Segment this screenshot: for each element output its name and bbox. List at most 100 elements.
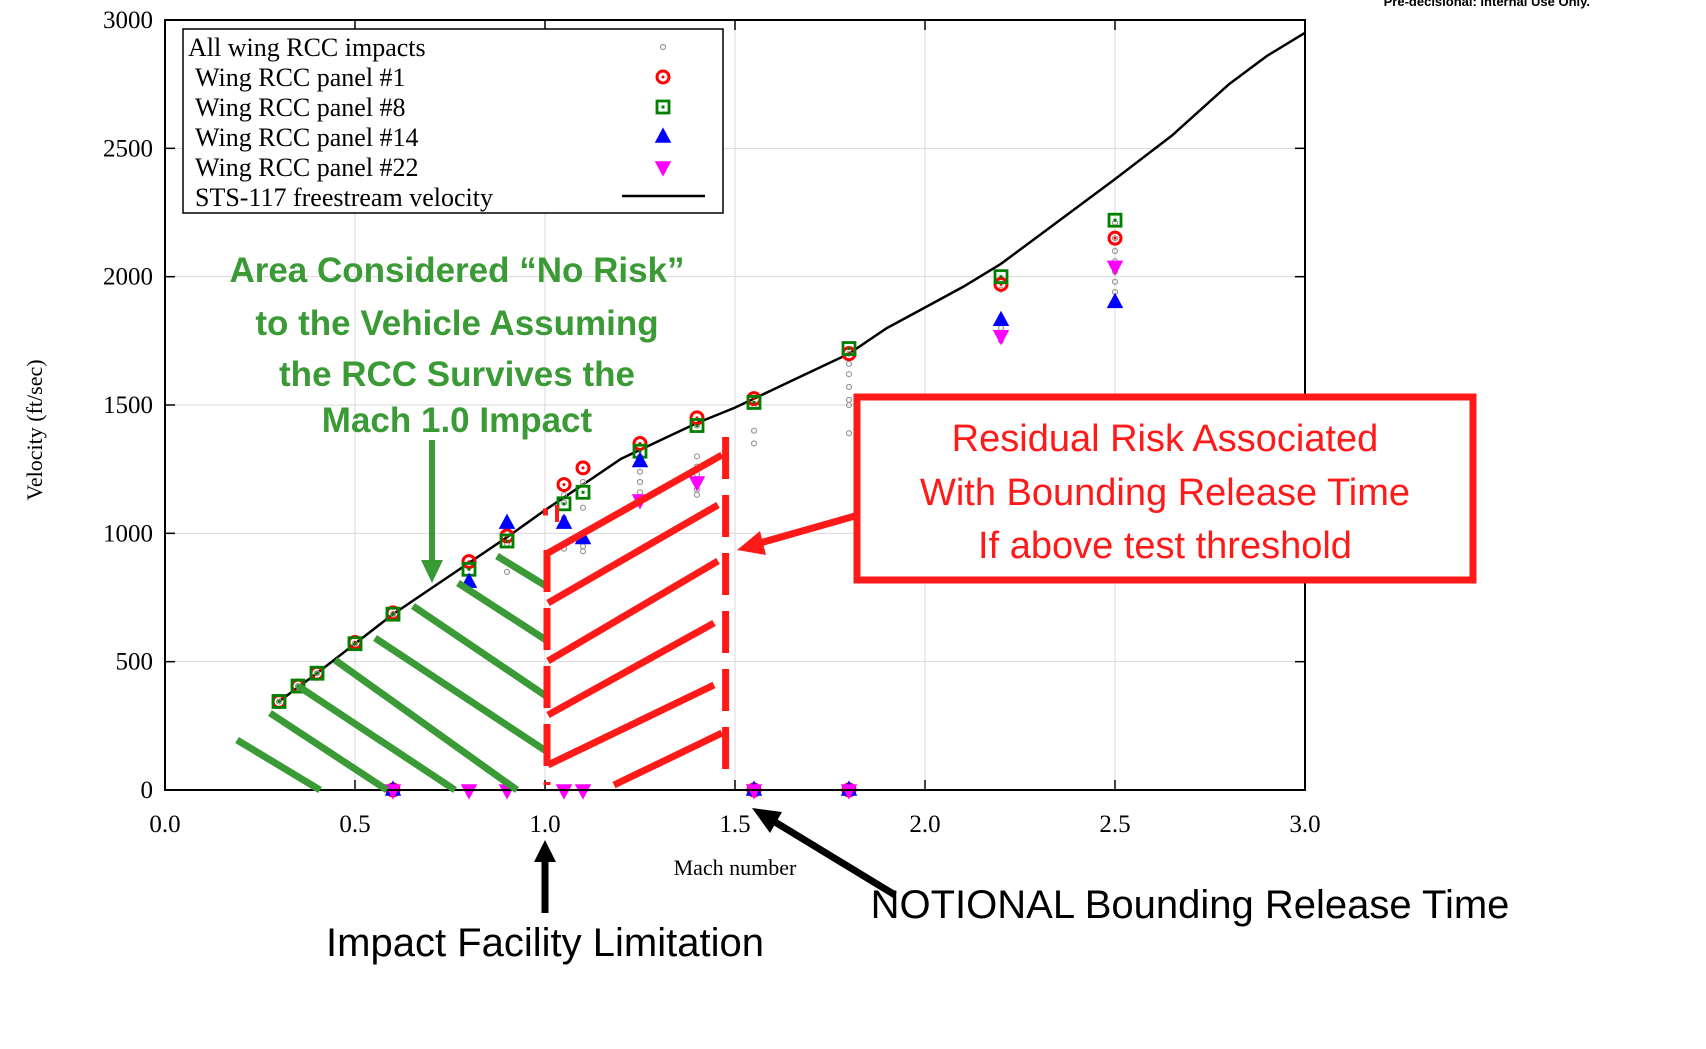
series-4-point xyxy=(555,784,573,800)
series-1-point xyxy=(993,276,1009,292)
marker-dot xyxy=(391,612,395,616)
marker-dot xyxy=(277,699,281,703)
legend-label: Wing RCC panel #22 xyxy=(195,153,419,182)
legend-label: All wing RCC impacts xyxy=(188,33,426,62)
y-tick-label: 2500 xyxy=(103,135,153,162)
x-axis-label: Mach number xyxy=(674,855,797,880)
no-risk-hatch-line xyxy=(411,603,548,699)
series-2-point xyxy=(271,694,287,709)
impact-facility-arrow-head xyxy=(534,840,556,862)
y-tick-label: 3000 xyxy=(103,7,153,34)
series-0-point xyxy=(1111,247,1119,255)
series-4-point xyxy=(745,784,763,800)
series-0-point xyxy=(997,324,1005,332)
series-0-point xyxy=(845,396,853,403)
residual-risk-box xyxy=(853,393,1477,584)
marker-box xyxy=(746,395,762,410)
marker-dot xyxy=(467,567,471,571)
legend-label: Wing RCC panel #14 xyxy=(195,123,419,152)
red-arrow-shaft xyxy=(759,512,856,547)
marker-box xyxy=(689,418,705,433)
series-2-point xyxy=(575,484,591,500)
marker-dot xyxy=(638,449,642,453)
series-0-point xyxy=(503,568,511,575)
marker-dot xyxy=(695,424,699,428)
series-0-point xyxy=(275,698,283,705)
legend-label: Wing RCC panel #1 xyxy=(195,63,406,92)
marker-dot xyxy=(847,347,851,351)
series-0-point xyxy=(579,504,587,511)
y-tick-label: 1000 xyxy=(103,520,153,547)
marker-dot xyxy=(1113,236,1117,240)
series-4-point xyxy=(992,329,1010,346)
x-tick-label: 1.5 xyxy=(719,811,750,838)
series-4-point xyxy=(840,784,858,800)
residual-risk-hatch-line xyxy=(546,557,720,665)
marker-dot xyxy=(1113,218,1117,222)
release-time-arrow-shaft xyxy=(773,819,897,898)
y-tick-label: 0 xyxy=(141,777,154,804)
series-1-point xyxy=(632,436,648,451)
marker-ring xyxy=(461,554,477,570)
series-0-point xyxy=(1111,278,1119,285)
impact-facility-limitation-label: Impact Facility Limitation xyxy=(326,921,764,965)
series-2-point xyxy=(556,496,572,512)
legend-marker xyxy=(655,99,671,115)
series-0-point xyxy=(845,360,853,368)
series-3-point xyxy=(992,310,1010,327)
series-0-point xyxy=(845,383,853,391)
no-risk-hatch-line xyxy=(296,683,457,793)
marker-dot xyxy=(562,483,566,487)
no-risk-area-label: Area Considered “No Risk” xyxy=(229,251,684,290)
legend-label: STS-117 freestream velocity xyxy=(195,183,493,212)
release-time-arrow-head xyxy=(752,808,782,833)
no-risk-hatch-line xyxy=(495,553,548,589)
marker-box xyxy=(575,484,591,500)
series-4-point xyxy=(384,784,402,800)
annotation-layer: Area Considered “No Risk” to the Vehicle … xyxy=(229,251,1509,965)
marker-box xyxy=(499,533,515,549)
series-0-point xyxy=(750,440,758,447)
no-risk-hatch-line xyxy=(373,635,548,754)
series-3-point xyxy=(555,513,573,529)
marker-ring xyxy=(556,477,572,493)
series-4-point xyxy=(460,784,478,800)
x-tick-label: 2.0 xyxy=(909,811,940,838)
series-1-point xyxy=(575,460,591,476)
series-0-point xyxy=(313,670,321,677)
marker-dot xyxy=(661,105,665,109)
no-risk-hatch-line xyxy=(456,580,548,643)
series-3-point xyxy=(498,513,516,529)
series-0-point xyxy=(693,491,701,498)
marker-box xyxy=(385,606,401,622)
x-tick-label: 2.5 xyxy=(1099,811,1130,838)
series-0-point xyxy=(845,430,853,437)
residual-risk-hatch-line xyxy=(546,619,716,719)
marker-dot xyxy=(353,642,357,646)
series-2-point xyxy=(309,665,325,681)
series-4-point xyxy=(1106,260,1124,276)
y-tick-label: 2000 xyxy=(103,264,153,291)
marker-dot xyxy=(505,539,509,543)
residual-risk-label: With Bounding Release Time xyxy=(920,472,1410,514)
legend-marker xyxy=(655,69,671,85)
header-note: Pre-decisional: Internal Use Only. xyxy=(1384,0,1590,9)
residual-risk-hatch-line xyxy=(546,501,720,607)
marker-dot xyxy=(562,502,566,506)
marker-dot xyxy=(752,397,756,401)
marker-box xyxy=(347,636,363,652)
legend-marker xyxy=(654,161,672,177)
marker-box xyxy=(841,341,857,356)
y-axis-label: Velocity (ft/sec) xyxy=(22,359,47,500)
series-3-point xyxy=(1106,292,1124,309)
series-2-point xyxy=(385,606,401,622)
y-tick-label: 1500 xyxy=(103,392,153,419)
x-tick-label: 0.5 xyxy=(339,811,370,838)
series-0-point xyxy=(1111,235,1119,242)
tick-labels: 0.0 0.5 1.0 1.5 2.0 2.5 3.0 0 500 1000 1500 2000 250… xyxy=(103,7,1321,838)
series-2-point xyxy=(1107,212,1123,228)
marker-dot xyxy=(581,466,585,470)
marker-dot xyxy=(661,75,665,79)
